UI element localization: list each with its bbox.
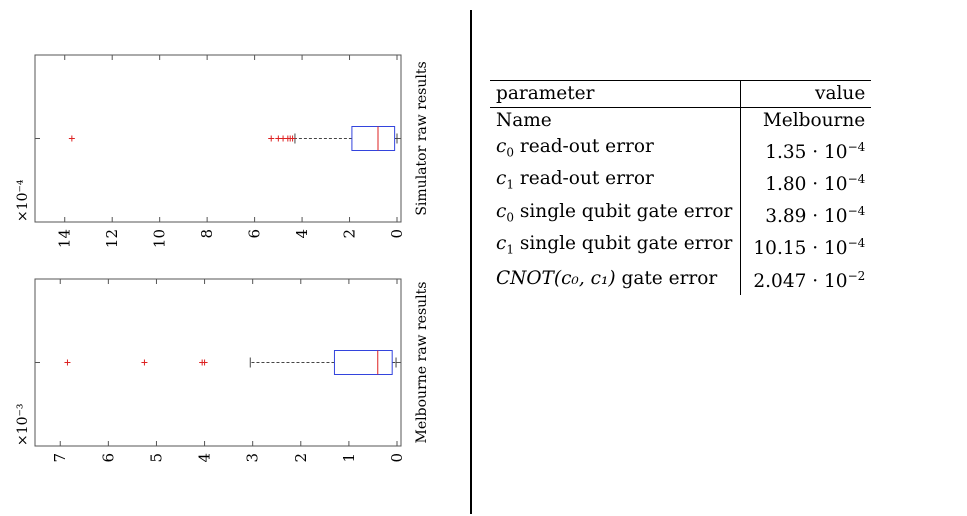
outlier-point [275, 135, 282, 142]
parameter-text: read-out error [514, 136, 654, 158]
iqr-box [351, 126, 396, 151]
column-divider [470, 10, 472, 514]
parameter-cell: CNOT(c₀, c₁) gate error [490, 262, 742, 295]
header-value: value [740, 80, 872, 108]
tick-label: 3 [244, 453, 262, 463]
tick-label: 2 [292, 453, 310, 463]
parameter-symbol: c [496, 232, 507, 254]
parameter-cell: c1 read-out error [490, 166, 742, 199]
tick-label: 0 [388, 453, 406, 463]
axis-exponent-label: ×10⁻⁴ [15, 179, 31, 222]
parameter-subscript: 1 [506, 178, 515, 193]
value-mantissa: Melbourne [762, 110, 866, 131]
simulator-boxplot-panel: 14 12 10 8 6 4 2 0 ×10⁻⁴ Simulator raw results [15, 54, 430, 248]
tick-label: 2 [341, 229, 359, 239]
table-row: c1 read-out error 1.80 · 10−4 [490, 166, 871, 199]
parameter-cell: c0 single qubit gate error [490, 198, 742, 231]
parameter-symbol: c [496, 168, 507, 190]
parameter-symbol: c [496, 200, 507, 222]
parameter-cell: c0 read-out error [490, 134, 742, 167]
tick-label: 10 [151, 229, 169, 248]
outlier-point [141, 359, 148, 366]
parameter-table: parameter value Name Melbourne c0 read-out… [490, 80, 872, 295]
panel-side-label: Melbourne raw results [414, 282, 430, 444]
melbourne-boxplot-panel: 7 6 5 4 3 2 1 0 ×10⁻³ Melbourne raw results [15, 278, 430, 463]
value-cell: 1.80 · 10−4 [741, 166, 871, 198]
value-exponent: −4 [847, 236, 866, 251]
tick-label: 1 [340, 453, 358, 463]
plot-frame [34, 278, 402, 447]
tick-label: 6 [99, 453, 117, 463]
parameter-text: single qubit gate error [514, 200, 733, 222]
parameter-cell: c1 single qubit gate error [490, 230, 742, 263]
parameter-cell: Name [490, 107, 742, 134]
value-cell: 2.047 · 10−2 [741, 263, 871, 295]
parameter-text: Name [496, 110, 552, 131]
header-parameter: parameter [490, 80, 742, 108]
outlier-point [64, 359, 71, 366]
tick-label: 7 [51, 453, 69, 463]
value-exponent: −4 [847, 204, 866, 219]
tick-label: 0 [388, 229, 406, 239]
parameter-subscript: 1 [506, 242, 515, 257]
table-row: c1 single qubit gate error 10.15 · 10−4 [490, 230, 871, 263]
parameter-subscript: 0 [506, 210, 515, 225]
value-mantissa: 1.35 · 10 [765, 142, 848, 164]
tick-label: 4 [293, 229, 311, 239]
table-row: Name Melbourne [490, 107, 871, 135]
tick-label: 14 [56, 229, 74, 248]
axis-exponent-label: ×10⁻³ [15, 403, 31, 446]
value-mantissa: 3.89 · 10 [765, 206, 848, 228]
parameter-symbol: c [496, 136, 507, 158]
parameter-subscript: 0 [506, 145, 515, 160]
value-mantissa: 1.80 · 10 [765, 174, 848, 196]
panel-side-label: Simulator raw results [414, 61, 430, 215]
tick-label: 5 [147, 453, 165, 463]
parameter-text: read-out error [514, 168, 654, 190]
table-row: CNOT(c₀, c₁) gate error 2.047 · 10−2 [490, 262, 871, 295]
value-mantissa: 10.15 · 10 [753, 238, 848, 260]
value-mantissa: 2.047 · 10 [753, 270, 848, 292]
outlier-point [68, 135, 75, 142]
value-exponent: −4 [847, 172, 866, 187]
tick-label: 4 [196, 453, 214, 463]
table-row: c0 read-out error 1.35 · 10−4 [490, 134, 871, 167]
outlier-point [199, 359, 206, 366]
tick-label: 12 [103, 229, 121, 248]
value-cell: 3.89 · 10−4 [741, 198, 871, 230]
iqr-box [333, 350, 393, 375]
value-exponent: −2 [847, 268, 866, 283]
parameter-text: gate error [615, 267, 718, 289]
value-cell: 10.15 · 10−4 [741, 230, 871, 262]
value-cell: 1.35 · 10−4 [741, 134, 871, 166]
parameter-text: single qubit gate error [514, 232, 733, 254]
tick-label: 8 [198, 229, 216, 239]
table-row: c0 single qubit gate error 3.89 · 10−4 [490, 198, 871, 231]
value-exponent: −4 [847, 140, 866, 154]
parameter-symbol: CNOT(c₀, c₁) [496, 267, 616, 289]
value-cell: Melbourne [741, 108, 871, 135]
outlier-point [268, 135, 275, 142]
tick-label: 6 [246, 229, 264, 239]
